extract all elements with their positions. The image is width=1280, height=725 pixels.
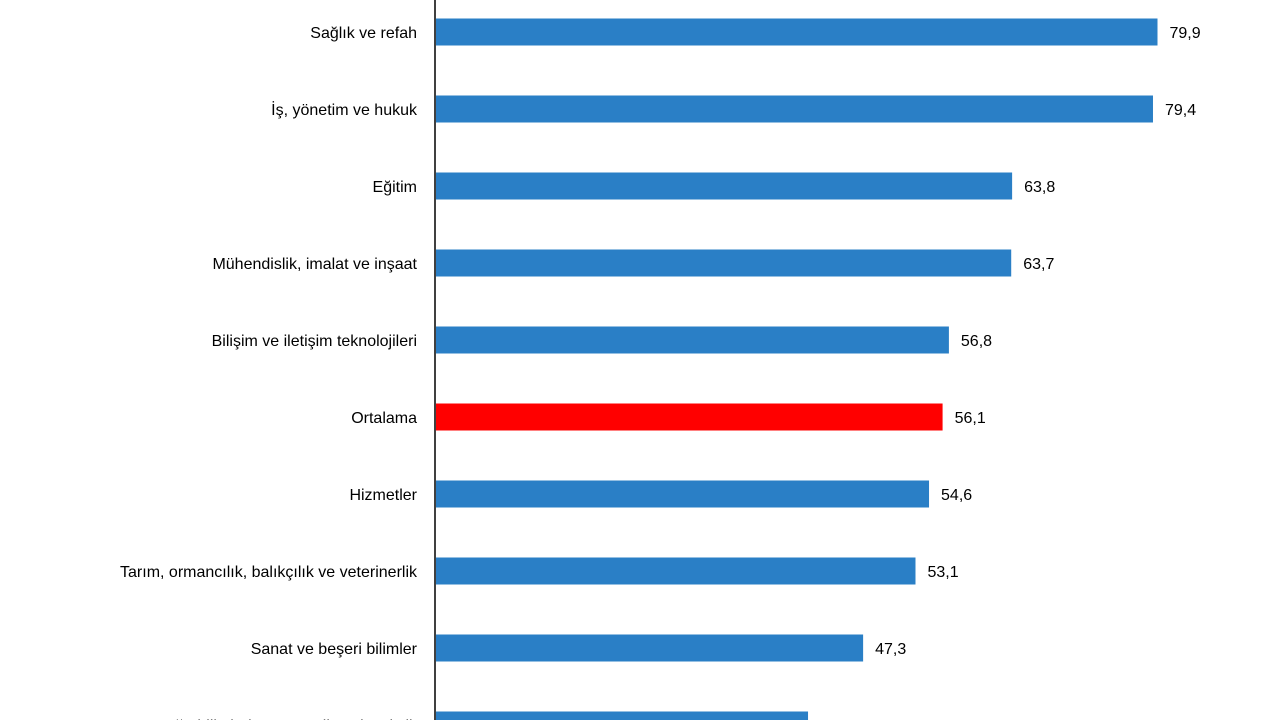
category-label: Bilişim ve iletişim teknolojileri [212, 333, 417, 350]
category-label: Ortalama [351, 410, 417, 427]
bar [436, 326, 949, 354]
bar [436, 172, 1013, 200]
value-label: 56,1 [955, 410, 986, 427]
category-label: Eğitim [373, 179, 417, 196]
category-label: Tarım, ormancılık, balıkçılık ve veterin… [120, 564, 418, 581]
category-label: Sağlık ve refah [310, 25, 417, 42]
bar [436, 711, 809, 725]
value-label: 79,9 [1169, 25, 1200, 42]
value-label: 79,4 [1165, 102, 1196, 119]
value-label: 63,8 [1024, 179, 1055, 196]
value-label: 54,6 [941, 487, 972, 504]
bar [436, 95, 1153, 123]
value-label: 53,1 [927, 564, 958, 581]
category-label: Mühendislik, imalat ve inşaat [212, 256, 417, 273]
category-label: Sanat ve beşeri bilimler [251, 641, 418, 658]
bar [436, 18, 1158, 46]
bar [436, 557, 916, 585]
value-label: 47,3 [875, 641, 906, 658]
bar-average [436, 403, 943, 431]
bar [436, 249, 1012, 277]
category-label: Hizmetler [349, 487, 417, 504]
value-label: 56,8 [961, 333, 992, 350]
bar [436, 634, 864, 662]
category-label: İş, yönetim ve hukuk [271, 100, 418, 119]
bar [436, 480, 930, 508]
value-label: 63,7 [1023, 256, 1054, 273]
